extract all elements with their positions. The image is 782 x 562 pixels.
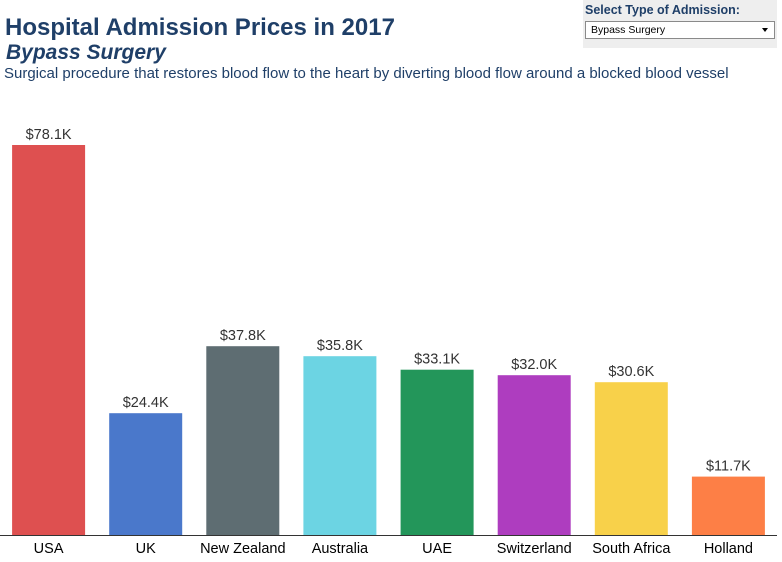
value-label-south-africa: $30.6K (608, 364, 654, 380)
tick-labels-group: USA UK New Zealand Australia UAE Switzerland S… (34, 541, 753, 557)
bar-uk[interactable] (109, 413, 183, 535)
bar-australia[interactable] (303, 356, 377, 535)
x-tick-label-south-africa: South Africa (592, 541, 671, 557)
admission-filter-label: Select Type of Admission: (585, 3, 740, 17)
bar-uae[interactable] (400, 369, 474, 535)
value-label-holland: $11.7K (706, 459, 751, 475)
x-tick-label-switzerland: Switzerland (497, 541, 572, 557)
value-labels-group: $78.1K $24.4K $37.8K $35.8K $33.1K $32.0K $30.… (26, 127, 752, 475)
bar-switzerland[interactable] (497, 375, 571, 535)
value-label-usa: $78.1K (26, 127, 72, 143)
bar-south-africa[interactable] (594, 382, 668, 535)
procedure-description: Surgical procedure that restores blood f… (4, 65, 729, 82)
value-label-uk: $24.4K (123, 395, 169, 411)
value-label-new-zealand: $37.8K (220, 328, 266, 344)
x-tick-label-uk: UK (136, 541, 156, 557)
dropdown-arrow-icon[interactable] (762, 28, 768, 32)
bar-holland[interactable] (691, 476, 765, 535)
page-title: Hospital Admission Prices in 2017 (5, 14, 395, 41)
x-tick-label-new-zealand: New Zealand (200, 541, 285, 557)
value-label-switzerland: $32.0K (511, 357, 557, 373)
x-tick-label-uae: UAE (422, 541, 452, 557)
x-tick-label-holland: Holland (704, 541, 753, 557)
x-tick-label-australia: Australia (312, 541, 369, 557)
x-tick-label-usa: USA (34, 541, 64, 557)
bar-new-zealand[interactable] (206, 346, 280, 535)
admission-type-dropdown[interactable]: Bypass Surgery (585, 21, 775, 39)
admission-type-selected: Bypass Surgery (591, 24, 666, 36)
value-label-australia: $35.8K (317, 338, 363, 354)
bars-group (12, 145, 765, 535)
bar-usa[interactable] (12, 145, 86, 535)
value-label-uae: $33.1K (414, 352, 460, 368)
admission-filter-panel: Select Type of Admission: Bypass Surgery (583, 0, 777, 48)
page-subtitle: Bypass Surgery (6, 41, 166, 64)
